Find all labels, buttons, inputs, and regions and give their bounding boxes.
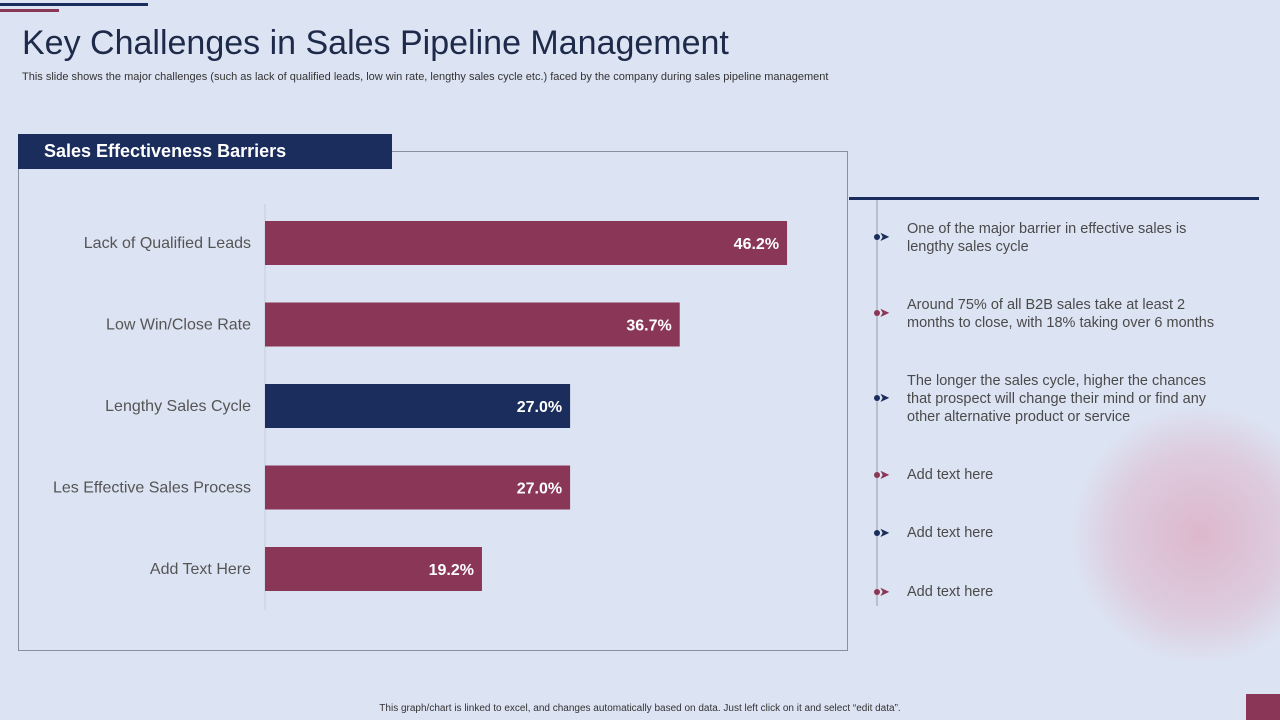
bar[interactable] [265,384,571,428]
bar[interactable] [265,302,680,347]
category-label: Low Win/Close Rate [106,317,251,334]
panel-title: Sales Effectiveness Barriers [18,134,392,169]
page-title: Key Challenges in Sales Pipeline Managem… [22,24,729,62]
category-label: Les Effective Sales Process [53,480,251,497]
bullet-dot-icon [874,530,880,536]
bar[interactable] [265,221,788,265]
chevron-right-icon: ➤ [879,229,890,244]
category-label: Lack of Qualified Leads [84,235,251,252]
note-6: Add text here [907,584,994,600]
footer-note: This graph/chart is linked to excel, and… [379,703,901,714]
chart-panel: Lack of Qualified Leads 46.2% Low Win/Clos… [18,151,848,651]
bullet-dot-icon [874,589,880,595]
data-label: 27.0% [517,399,562,416]
top-accent-red-line [0,9,59,12]
bar[interactable] [265,465,571,510]
chevron-right-icon: ➤ [879,305,890,320]
chevron-right-icon: ➤ [879,584,890,599]
bullet-dot-icon [874,310,880,316]
top-accent-navy-line [0,3,148,6]
note-2: Around 75% of all B2B sales take at leas… [907,297,1215,331]
category-label: Lengthy Sales Cycle [105,398,251,415]
notes-timeline-line [876,200,878,606]
chevron-right-icon: ➤ [879,525,890,540]
data-label: 46.2% [734,236,779,253]
bullet-dot-icon [874,472,880,478]
corner-accent-box [1246,694,1280,720]
chevron-right-icon: ➤ [879,467,890,482]
decorative-pink-glow [1070,405,1280,665]
bar-chart[interactable]: Lack of Qualified Leads 46.2% Low Win/Clos… [19,152,849,652]
note-1: One of the major barrier in effective sa… [907,221,1187,255]
note-4: Add text here [907,467,994,483]
page-subtitle: This slide shows the major challenges (s… [22,71,829,83]
note-3: The longer the sales cycle, higher the c… [907,373,1207,425]
data-label: 27.0% [517,481,562,498]
data-label: 36.7% [626,318,671,335]
notes-top-rule [849,197,1259,200]
bullet-dot-icon [874,395,880,401]
note-5: Add text here [907,525,994,541]
bullet-dot-icon [874,234,880,240]
data-label: 19.2% [429,562,474,579]
chevron-right-icon: ➤ [879,390,890,405]
bar[interactable] [265,547,482,591]
category-label: Add Text Here [150,561,251,578]
